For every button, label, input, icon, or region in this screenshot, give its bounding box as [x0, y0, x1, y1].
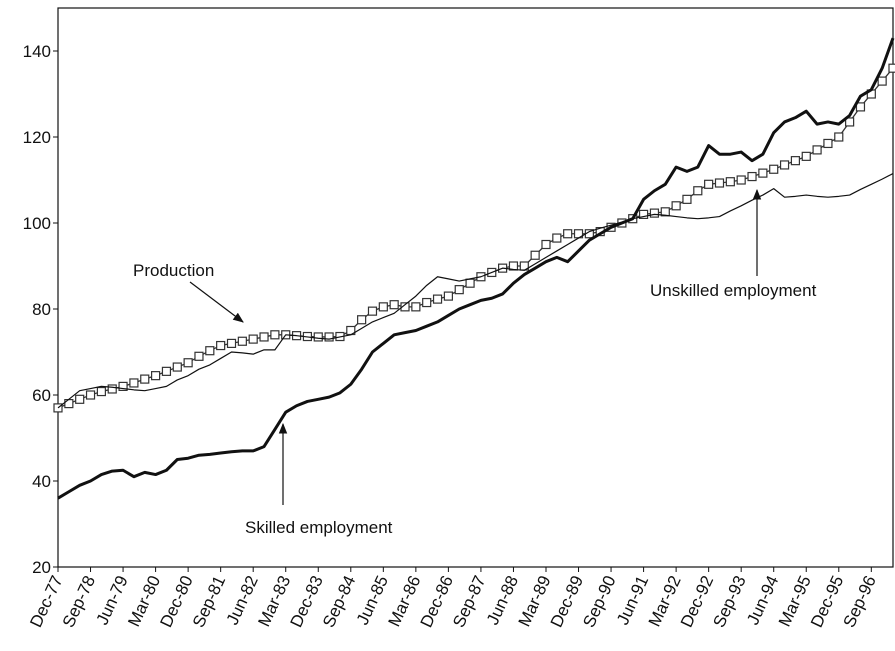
series-marker — [432, 294, 443, 304]
series-marker — [96, 386, 106, 397]
series-marker — [465, 278, 475, 288]
annotation: Unskilled employment — [650, 281, 817, 300]
series-marker — [443, 291, 453, 301]
series-marker — [216, 340, 226, 351]
series-marker — [693, 186, 703, 196]
series-marker — [161, 366, 172, 376]
y-tick-label: 60 — [32, 386, 51, 405]
y-tick-label: 40 — [32, 472, 51, 491]
series-marker — [758, 168, 768, 178]
series-marker — [638, 209, 649, 219]
series-line — [57, 67, 894, 409]
y-tick-label: 100 — [23, 214, 51, 233]
series-marker — [704, 179, 714, 189]
series-marker — [194, 351, 204, 361]
series-marker — [400, 302, 410, 312]
series-marker — [801, 151, 811, 161]
series-marker — [563, 229, 573, 239]
series-marker — [150, 371, 161, 381]
series-marker — [357, 315, 367, 325]
series-marker — [378, 302, 388, 312]
y-tick-label: 80 — [32, 300, 51, 319]
series-marker — [530, 250, 540, 260]
series-marker — [118, 381, 128, 391]
series-marker — [747, 171, 757, 182]
series-marker — [226, 338, 237, 348]
series-marker — [205, 346, 215, 356]
series-marker — [649, 208, 660, 218]
series-marker — [259, 332, 269, 342]
series-marker — [888, 63, 895, 73]
series-line — [57, 173, 894, 409]
series-marker — [183, 358, 193, 368]
series-line — [57, 37, 895, 500]
series-marker — [411, 302, 421, 312]
series-marker — [877, 76, 887, 86]
series-marker — [823, 138, 833, 149]
series-marker — [237, 336, 247, 346]
series-marker — [682, 194, 692, 204]
series-marker — [855, 102, 866, 112]
series-marker — [75, 394, 85, 404]
series-marker — [790, 156, 801, 166]
y-tick-label: 20 — [32, 558, 51, 577]
series-marker — [248, 334, 258, 344]
series-marker — [172, 362, 182, 372]
series-marker — [725, 177, 735, 187]
y-tick-label: 140 — [23, 42, 51, 61]
series-marker — [367, 306, 378, 316]
annotation: Skilled employment — [245, 518, 393, 537]
series-marker — [714, 178, 725, 188]
series-marker — [129, 378, 139, 388]
series-marker — [140, 374, 150, 384]
annotation-arrow — [189, 281, 244, 323]
series-marker — [422, 297, 432, 308]
series-marker — [779, 160, 790, 170]
series-marker — [552, 233, 562, 243]
series-marker — [834, 132, 844, 142]
series-marker — [270, 330, 280, 340]
annotation: Production — [133, 261, 214, 280]
y-tick-label: 120 — [23, 128, 51, 147]
series-marker — [454, 285, 464, 295]
series-marker — [541, 239, 551, 250]
series-marker — [324, 332, 334, 342]
series-marker — [85, 390, 96, 400]
series-marker — [313, 332, 323, 342]
series-marker — [812, 145, 822, 155]
series-marker — [845, 117, 855, 127]
series-marker — [736, 175, 746, 185]
series-marker — [389, 300, 399, 310]
series-marker — [107, 384, 117, 394]
plot-frame — [57, 7, 894, 568]
series-marker — [769, 164, 779, 174]
series-marker — [671, 201, 681, 211]
